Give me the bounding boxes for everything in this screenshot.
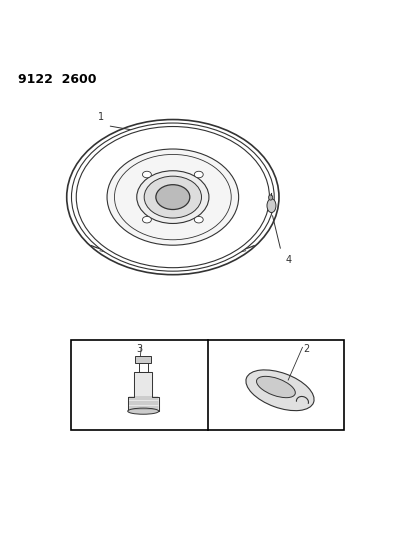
Ellipse shape	[246, 370, 314, 410]
Text: 9122  2600: 9122 2600	[18, 72, 96, 86]
Ellipse shape	[72, 123, 274, 271]
Text: 3: 3	[136, 344, 142, 354]
Bar	[136, 356, 151, 363]
Ellipse shape	[137, 171, 209, 223]
Ellipse shape	[144, 176, 201, 218]
Ellipse shape	[143, 216, 151, 223]
Polygon shape	[128, 373, 159, 411]
Ellipse shape	[267, 199, 276, 213]
Ellipse shape	[143, 171, 151, 178]
Ellipse shape	[194, 171, 203, 178]
Ellipse shape	[194, 216, 203, 223]
Text: 2: 2	[303, 344, 309, 354]
Ellipse shape	[107, 149, 239, 245]
Bar	[71, 340, 344, 430]
Ellipse shape	[269, 195, 272, 200]
Ellipse shape	[128, 408, 159, 414]
Text: 4: 4	[286, 255, 292, 265]
Text: 1: 1	[98, 111, 104, 122]
Ellipse shape	[156, 185, 190, 209]
Ellipse shape	[256, 376, 296, 398]
